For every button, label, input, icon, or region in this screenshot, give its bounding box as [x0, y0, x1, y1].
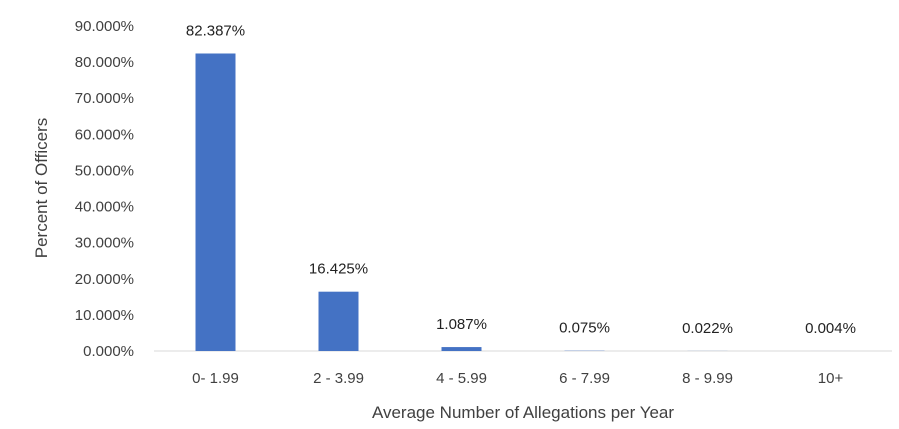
data-label: 1.087%	[436, 316, 487, 333]
x-axis-categories: 0- 1.99 2 - 3.99 4 - 5.99 6 - 7.99 8 - 9.99 1…	[192, 370, 843, 387]
data-label: 0.022%	[682, 320, 733, 337]
x-axis-title: Average Number of Allegations per Year	[372, 403, 674, 422]
y-axis-ticks: 0.000% 10.000% 20.000% 30.000% 40.000% 50.000…	[75, 18, 134, 360]
y-tick-label: 20.000%	[75, 271, 134, 288]
y-tick-label: 60.000%	[75, 126, 134, 143]
y-axis-title: Percent of Officers	[32, 118, 51, 258]
x-category-label: 10+	[818, 370, 844, 387]
y-tick-label: 30.000%	[75, 235, 134, 252]
y-tick-label: 90.000%	[75, 18, 134, 35]
y-tick-label: 10.000%	[75, 307, 134, 324]
y-tick-label: 70.000%	[75, 90, 134, 107]
x-category-label: 6 - 7.99	[559, 370, 610, 387]
x-category-label: 0- 1.99	[192, 370, 239, 387]
y-tick-label: 50.000%	[75, 162, 134, 179]
bar	[318, 291, 359, 351]
y-tick-label: 0.000%	[83, 343, 134, 360]
data-label: 16.425%	[309, 261, 368, 278]
data-label: 0.075%	[559, 320, 610, 337]
y-tick-label: 80.000%	[75, 54, 134, 71]
y-tick-label: 40.000%	[75, 199, 134, 216]
x-category-label: 4 - 5.99	[436, 370, 487, 387]
bars	[195, 53, 851, 351]
bar	[441, 347, 482, 351]
data-label: 82.387%	[186, 22, 245, 39]
data-label: 0.004%	[805, 320, 856, 337]
data-labels: 82.387% 16.425% 1.087% 0.075% 0.022% 0.004%	[186, 22, 856, 336]
x-category-label: 8 - 9.99	[682, 370, 733, 387]
bar	[195, 53, 236, 351]
x-category-label: 2 - 3.99	[313, 370, 364, 387]
